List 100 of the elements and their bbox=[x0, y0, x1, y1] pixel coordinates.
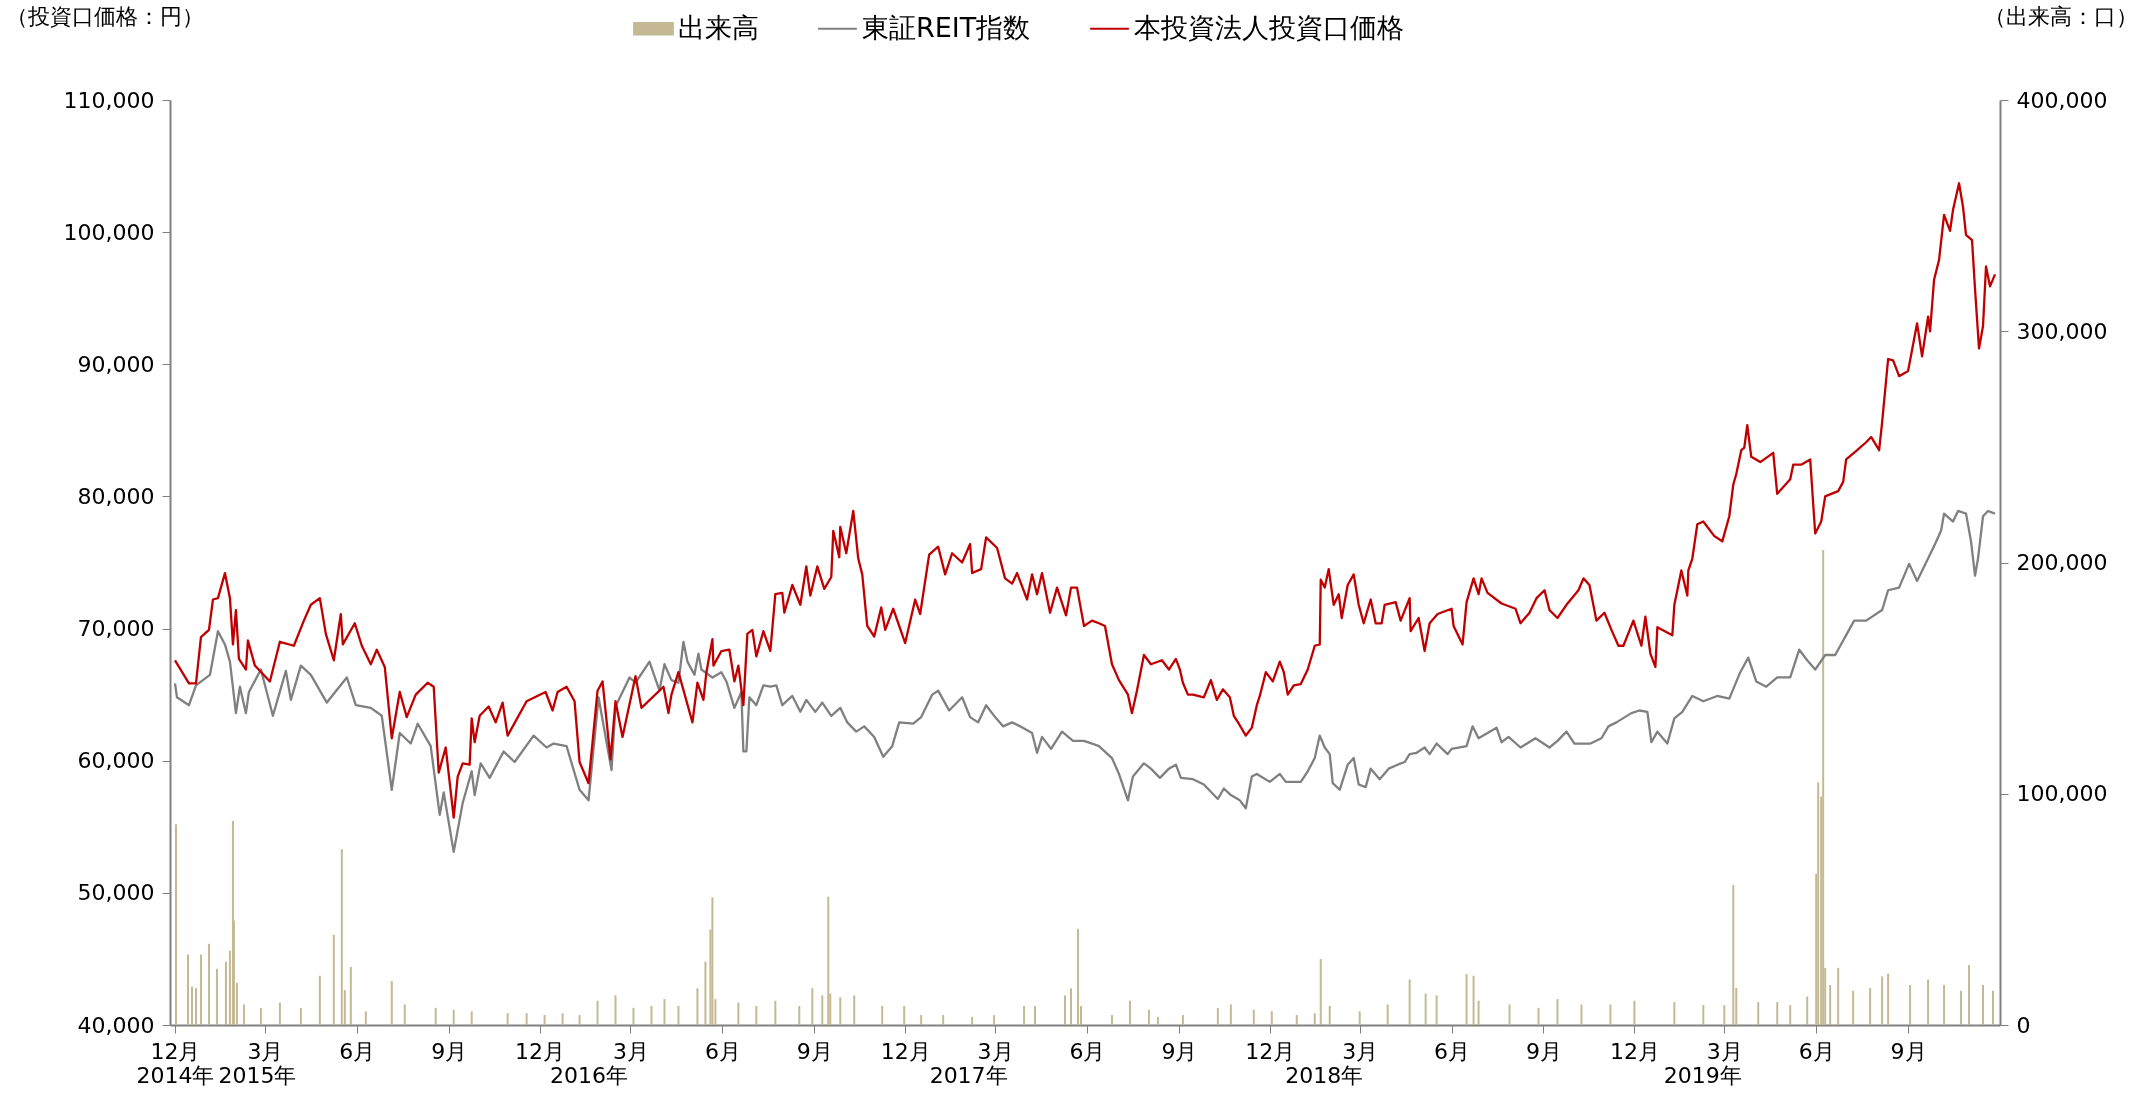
bar bbox=[1408, 979, 1411, 1025]
y-tick-label: 90,000 bbox=[77, 351, 155, 377]
line-series bbox=[173, 182, 1997, 819]
bar bbox=[1837, 967, 1840, 1025]
bar bbox=[1633, 1000, 1636, 1025]
bar bbox=[596, 1000, 599, 1025]
bar bbox=[711, 897, 714, 1025]
bar bbox=[1723, 1005, 1726, 1025]
bar bbox=[1064, 995, 1067, 1025]
bar bbox=[318, 975, 321, 1025]
bar bbox=[543, 1015, 546, 1025]
bar bbox=[525, 1013, 528, 1025]
bar bbox=[942, 1015, 945, 1025]
bar bbox=[199, 954, 202, 1025]
bar bbox=[839, 997, 842, 1025]
bar bbox=[632, 1007, 635, 1025]
bar bbox=[434, 1007, 437, 1025]
bar bbox=[1435, 995, 1438, 1025]
x-tick-label: 6月 bbox=[1434, 1038, 1471, 1064]
bar bbox=[1477, 1000, 1480, 1025]
bar bbox=[1070, 988, 1073, 1025]
bar bbox=[1852, 990, 1855, 1025]
y2-tick-label: 100,000 bbox=[2016, 781, 2108, 807]
bar bbox=[215, 968, 218, 1025]
bar bbox=[1982, 984, 1985, 1025]
x2-tick-label: 2019年 bbox=[1663, 1062, 1742, 1088]
bar bbox=[224, 961, 227, 1025]
bar bbox=[1313, 1013, 1316, 1025]
y-tick-label: 110,000 bbox=[63, 87, 155, 113]
bar bbox=[299, 1007, 302, 1025]
bar bbox=[364, 1011, 367, 1025]
bar bbox=[1732, 885, 1735, 1025]
bar bbox=[811, 988, 814, 1025]
bar bbox=[663, 999, 666, 1025]
x-tick-label: 3月 bbox=[613, 1038, 649, 1064]
x-tick-label: 3月 bbox=[1706, 1038, 1743, 1064]
bar bbox=[578, 1015, 581, 1025]
x-tick-label: 6月 bbox=[1798, 1038, 1835, 1064]
y2-tick-label: 200,000 bbox=[2016, 550, 2108, 575]
y2-tick-label: 300,000 bbox=[2016, 318, 2108, 344]
bar bbox=[1909, 984, 1912, 1025]
bar bbox=[1817, 782, 1820, 1025]
bar bbox=[1252, 1009, 1255, 1025]
bar bbox=[175, 824, 177, 1025]
bar bbox=[1968, 965, 1971, 1025]
x-tick-label: 12月 bbox=[880, 1038, 931, 1064]
y-tick-label: 70,000 bbox=[77, 616, 155, 642]
bar bbox=[993, 1015, 996, 1025]
legend-label: 本投資法人投資口価格 bbox=[1133, 11, 1404, 43]
bar bbox=[1386, 1004, 1389, 1025]
y-tick-label: 60,000 bbox=[77, 748, 155, 774]
bar bbox=[1757, 1002, 1760, 1025]
bar bbox=[1156, 1016, 1159, 1025]
bar bbox=[1829, 984, 1832, 1025]
x-tick-label: 3月 bbox=[247, 1038, 284, 1064]
bar bbox=[452, 1009, 455, 1025]
bar bbox=[853, 995, 856, 1025]
bar bbox=[1776, 1002, 1779, 1025]
bar bbox=[1077, 928, 1080, 1025]
x-tick-label: 9月 bbox=[796, 1038, 833, 1064]
bar bbox=[821, 995, 824, 1025]
x2-tick-label: 2017年 bbox=[929, 1062, 1008, 1088]
x-tick-label: 6月 bbox=[339, 1038, 376, 1064]
bar bbox=[1424, 993, 1427, 1025]
y2-axis-title: （出来高：口） bbox=[1983, 3, 2138, 29]
bar bbox=[1609, 1004, 1612, 1025]
bar bbox=[470, 1011, 473, 1025]
y-tick-label: 40,000 bbox=[77, 1012, 155, 1038]
bar bbox=[677, 1006, 680, 1025]
bar bbox=[1881, 976, 1884, 1025]
bar bbox=[1328, 1006, 1331, 1025]
bar bbox=[1270, 1011, 1273, 1025]
bar bbox=[1927, 979, 1930, 1025]
x-tick-label: 9月 bbox=[431, 1038, 468, 1064]
bar bbox=[696, 988, 699, 1025]
bar bbox=[1992, 990, 1994, 1025]
bar bbox=[1508, 1004, 1511, 1025]
bar bbox=[207, 943, 210, 1025]
x-tick-label: 6月 bbox=[1069, 1038, 1106, 1064]
x-tick-label: 12月 bbox=[150, 1038, 201, 1064]
line-series bbox=[173, 509, 1997, 854]
bar bbox=[881, 1006, 884, 1025]
bar bbox=[1943, 984, 1946, 1025]
bar bbox=[798, 1006, 801, 1025]
bar bbox=[1537, 1007, 1540, 1025]
bar bbox=[1229, 1004, 1232, 1025]
legend-label: 出来高 bbox=[677, 11, 759, 43]
bar bbox=[349, 966, 352, 1025]
bar bbox=[1319, 959, 1322, 1025]
bar bbox=[737, 1002, 740, 1025]
bar bbox=[1702, 1005, 1705, 1025]
bar bbox=[390, 981, 393, 1025]
y-axis-title: （投資口価格：円） bbox=[5, 3, 204, 29]
bar bbox=[190, 986, 193, 1025]
bar bbox=[1358, 1011, 1361, 1025]
bar bbox=[774, 1000, 777, 1025]
bar bbox=[755, 1006, 758, 1025]
x-tick-label: 6月 bbox=[704, 1038, 741, 1064]
bar bbox=[1806, 996, 1809, 1025]
x2-tick-label: 2015年 bbox=[218, 1062, 297, 1088]
